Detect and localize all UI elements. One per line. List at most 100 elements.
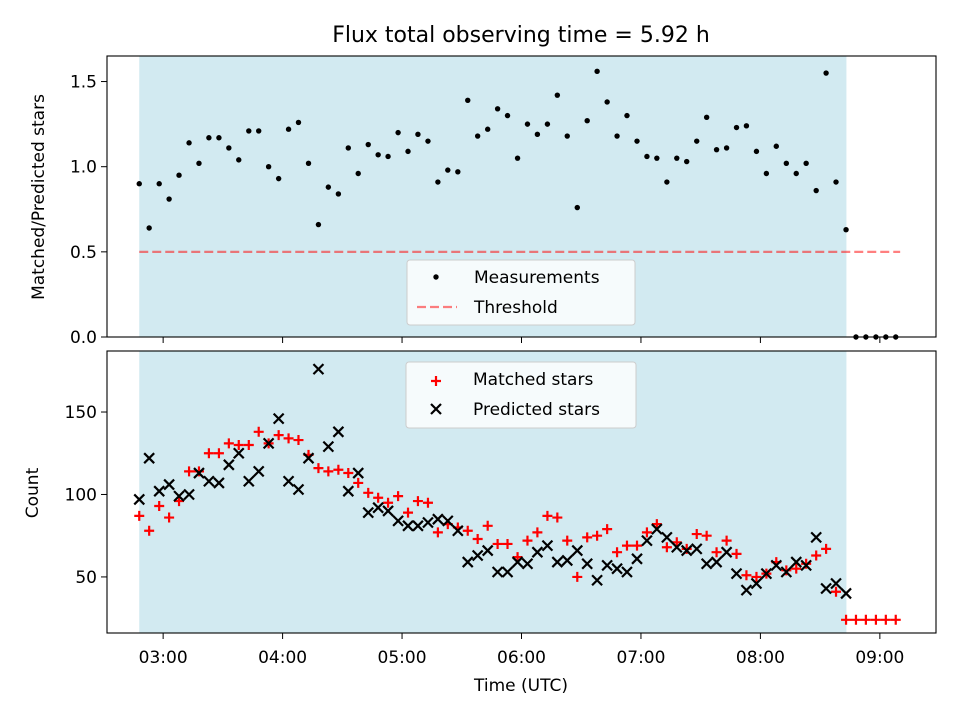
predicted-star-point — [193, 467, 205, 479]
predicted-star-point — [730, 567, 743, 580]
matched-star-point — [422, 497, 433, 508]
matched-legend-label: Matched stars — [473, 370, 593, 390]
matched-star-point — [333, 464, 344, 475]
matched-star-point — [572, 571, 583, 582]
chart-title: Flux total observing time = 5.92 h — [332, 23, 710, 48]
measurement-point — [265, 163, 272, 170]
matched-star-point — [223, 438, 234, 449]
predicted-star-point — [820, 582, 832, 595]
measurement-point — [166, 196, 172, 202]
count-y-axis-label: Count — [23, 467, 43, 518]
predicted-star-point — [252, 465, 265, 478]
predicted-star-point — [790, 556, 803, 568]
matched-star-point — [323, 466, 334, 477]
predicted-star-point — [352, 467, 364, 479]
matched-star-point — [293, 435, 304, 446]
count-y-tick-label: 150 — [65, 403, 97, 423]
measurement-point — [534, 131, 541, 138]
measurement-point — [256, 128, 262, 134]
matched-star-point — [850, 614, 861, 625]
predicted-star-point — [412, 520, 424, 532]
measurement-point — [295, 119, 302, 126]
matched-star-point — [890, 614, 901, 625]
matched-star-point — [154, 501, 165, 512]
ratio-y-tick-label: 1.0 — [70, 158, 97, 178]
predicted-star-point — [770, 559, 783, 572]
matched-star-point — [701, 530, 712, 541]
measurement-point — [664, 179, 670, 185]
measurement-point — [733, 124, 740, 131]
matched-star-point — [860, 614, 871, 625]
measurement-point — [703, 114, 710, 121]
predicted-star-point — [561, 554, 574, 567]
measurement-point — [783, 160, 790, 166]
measurement-point — [216, 135, 222, 141]
predicted-star-point — [541, 539, 554, 552]
measurement-point — [554, 92, 561, 98]
measurement-point — [395, 129, 401, 136]
measurement-point — [793, 170, 799, 177]
measurement-point — [186, 140, 192, 146]
matched-star-point — [313, 463, 324, 474]
predicted-star-point — [720, 546, 733, 558]
matched-star-point — [681, 543, 692, 554]
count-y-tick-label: 50 — [75, 568, 97, 588]
matched-star-point — [602, 524, 613, 535]
predicted-star-point — [740, 584, 753, 596]
predicted-star-point — [292, 483, 305, 496]
predicted-star-point — [710, 556, 723, 568]
predicted-star-point — [631, 553, 643, 565]
predicted-star-point — [262, 437, 275, 450]
matched-star-point — [472, 534, 483, 544]
x-tick-label: 05:00 — [378, 648, 427, 668]
matched-star-point — [482, 520, 493, 531]
predicted-star-point — [213, 477, 225, 489]
matched-star-point — [174, 496, 185, 507]
predicted-star-point — [671, 541, 683, 554]
predicted-star-point — [521, 557, 534, 570]
measurement-point — [385, 153, 391, 160]
measurement-point — [474, 133, 481, 139]
predicted-star-point — [332, 426, 345, 438]
predicted-star-point — [342, 485, 355, 497]
predicted-star-point — [601, 559, 613, 572]
count-panel: 50 100 150 03:00 04:00 05:00 06:00 07:00 08:00 09… — [65, 350, 937, 668]
matched-star-point — [184, 466, 195, 477]
measurement-point — [455, 169, 461, 175]
predicted-star-point — [641, 534, 653, 547]
predicted-star-point — [362, 506, 375, 519]
matched-star-point — [164, 512, 175, 523]
matched-star-point — [502, 538, 513, 549]
predicted-star-point — [680, 544, 693, 557]
matched-star-point — [343, 468, 354, 479]
matched-star-point — [542, 510, 553, 521]
predicted-legend-label: Predicted stars — [473, 400, 600, 420]
predicted-star-point — [750, 577, 763, 590]
matched-star-point — [691, 529, 702, 540]
measurement-point — [345, 145, 351, 151]
predicted-star-point — [830, 577, 842, 590]
measurement-point — [226, 145, 232, 151]
matched-star-point — [831, 586, 842, 597]
matched-star-point — [592, 530, 603, 541]
x-tick-label: 04:00 — [258, 648, 307, 668]
matched-star-point — [582, 532, 593, 543]
count-axes-frame — [106, 350, 937, 634]
measurement-point — [375, 152, 381, 158]
predicted-star-point — [232, 447, 245, 460]
matched-star-point — [711, 547, 722, 558]
measurement-point — [315, 221, 322, 228]
matched-legend-marker — [431, 376, 441, 386]
predicted-star-point — [661, 531, 673, 544]
matched-star-point — [632, 540, 643, 551]
predicted-star-point — [173, 490, 185, 502]
measurement-point — [763, 170, 770, 177]
measurement-point — [355, 170, 361, 177]
measurement-point — [604, 99, 610, 105]
measurement-point — [435, 179, 441, 185]
measurement-legend-marker — [433, 274, 439, 280]
measurement-point — [634, 138, 640, 144]
predicted-star-point — [422, 516, 434, 529]
predicted-star-point — [143, 452, 155, 464]
measurement-point — [713, 146, 720, 153]
